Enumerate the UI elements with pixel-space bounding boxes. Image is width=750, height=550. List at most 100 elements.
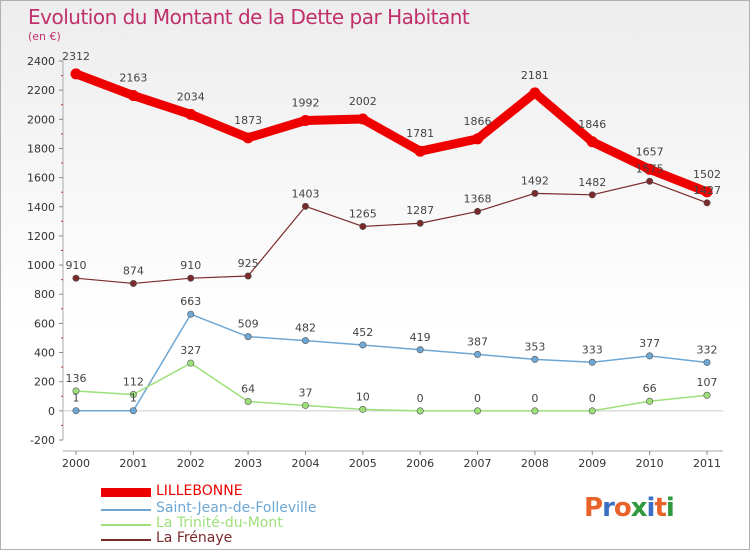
data-label: 1265 bbox=[349, 207, 377, 220]
data-point bbox=[359, 341, 367, 349]
data-label: 66 bbox=[643, 382, 657, 395]
data-label: 2312 bbox=[62, 50, 90, 63]
data-label: 1482 bbox=[578, 176, 606, 189]
legend-swatch bbox=[101, 539, 151, 541]
data-label: 2034 bbox=[177, 90, 205, 103]
proxiti-logo: Proxiti bbox=[584, 493, 675, 523]
data-point bbox=[301, 401, 309, 409]
data-label: 1 bbox=[73, 392, 80, 405]
data-label: 64 bbox=[241, 383, 255, 396]
y-tick-label: 0 bbox=[48, 405, 55, 418]
data-point bbox=[187, 310, 195, 318]
data-point bbox=[646, 397, 654, 405]
data-label: 2181 bbox=[521, 69, 549, 82]
logo-letter: o bbox=[613, 493, 632, 523]
logo-letter: i bbox=[646, 493, 656, 523]
data-point bbox=[414, 145, 426, 157]
x-tick-label: 2008 bbox=[521, 457, 549, 470]
data-point bbox=[129, 391, 137, 399]
logo-letter: t bbox=[654, 493, 666, 523]
data-label: 1575 bbox=[636, 162, 664, 175]
y-tick-label: 1200 bbox=[27, 230, 55, 243]
data-label: 910 bbox=[66, 259, 87, 272]
data-label: 0 bbox=[531, 392, 538, 405]
data-point bbox=[703, 358, 711, 366]
data-label: 1403 bbox=[291, 187, 319, 200]
data-label: 925 bbox=[238, 257, 259, 270]
data-label: 1 bbox=[130, 392, 137, 405]
data-label: 0 bbox=[417, 392, 424, 405]
data-point bbox=[531, 355, 539, 363]
data-label: 136 bbox=[66, 372, 87, 385]
data-point bbox=[242, 132, 254, 144]
data-point bbox=[588, 407, 596, 415]
data-label: 1781 bbox=[406, 127, 434, 140]
series-line bbox=[75, 313, 708, 412]
data-label: 910 bbox=[180, 259, 201, 272]
data-point bbox=[187, 359, 195, 367]
data-point bbox=[472, 133, 484, 145]
y-tick-label: 200 bbox=[34, 376, 55, 389]
data-label: 10 bbox=[356, 390, 370, 403]
data-label: 1657 bbox=[636, 145, 664, 158]
x-tick-label: 2001 bbox=[119, 457, 147, 470]
legend-label: Saint-Jean-de-Folleville bbox=[156, 500, 317, 516]
data-label: 874 bbox=[123, 264, 144, 277]
unit-label: (en €) bbox=[28, 30, 61, 43]
series-line bbox=[71, 69, 712, 197]
data-point bbox=[72, 274, 80, 282]
x-tick-label: 2002 bbox=[177, 457, 205, 470]
data-label: 377 bbox=[639, 337, 660, 350]
logo-letter: x bbox=[630, 493, 648, 523]
legend-swatch bbox=[101, 488, 151, 497]
y-tick-label: 2000 bbox=[27, 113, 55, 126]
data-label: 1866 bbox=[464, 115, 492, 128]
data-point bbox=[301, 337, 309, 345]
y-tick-label: -200 bbox=[30, 434, 55, 447]
data-label: 37 bbox=[298, 386, 312, 399]
data-point bbox=[127, 90, 139, 102]
data-label: 2163 bbox=[119, 72, 147, 85]
chart-title: Evolution du Montant de la Dette par Hab… bbox=[28, 5, 470, 29]
x-tick-label: 2006 bbox=[406, 457, 434, 470]
data-point bbox=[72, 407, 80, 415]
data-point bbox=[244, 333, 252, 341]
data-label: 1992 bbox=[291, 96, 319, 109]
data-point bbox=[187, 274, 195, 282]
series-line bbox=[75, 362, 708, 412]
data-label: 107 bbox=[697, 376, 718, 389]
data-point bbox=[70, 68, 82, 80]
data-label: 1427 bbox=[693, 184, 721, 197]
y-tick-label: 400 bbox=[34, 347, 55, 360]
data-point bbox=[301, 202, 309, 210]
data-point bbox=[416, 346, 424, 354]
data-point bbox=[646, 177, 654, 185]
data-point bbox=[185, 108, 197, 120]
y-tick-label: 1600 bbox=[27, 172, 55, 185]
data-point bbox=[129, 279, 137, 287]
series-line bbox=[75, 180, 708, 285]
y-tick-label: 1400 bbox=[27, 201, 55, 214]
legend-label: La Trinité-du-Mont bbox=[156, 515, 283, 531]
data-point bbox=[531, 189, 539, 197]
data-point bbox=[416, 219, 424, 227]
data-point bbox=[474, 350, 482, 358]
legend-label: La Frénaye bbox=[156, 530, 233, 546]
data-point bbox=[529, 87, 541, 99]
data-label: 1873 bbox=[234, 114, 262, 127]
data-label: 332 bbox=[697, 343, 718, 356]
data-point bbox=[359, 405, 367, 413]
x-tick-label: 2011 bbox=[693, 457, 721, 470]
data-label: 0 bbox=[474, 392, 481, 405]
data-label: 333 bbox=[582, 343, 603, 356]
data-label: 419 bbox=[410, 331, 431, 344]
data-label: 1846 bbox=[578, 118, 606, 131]
data-label: 1502 bbox=[693, 168, 721, 181]
data-label: 1287 bbox=[406, 204, 434, 217]
y-tick-label: 800 bbox=[34, 288, 55, 301]
x-tick-label: 2003 bbox=[234, 457, 262, 470]
x-tick-label: 2000 bbox=[62, 457, 90, 470]
data-point bbox=[588, 358, 596, 366]
